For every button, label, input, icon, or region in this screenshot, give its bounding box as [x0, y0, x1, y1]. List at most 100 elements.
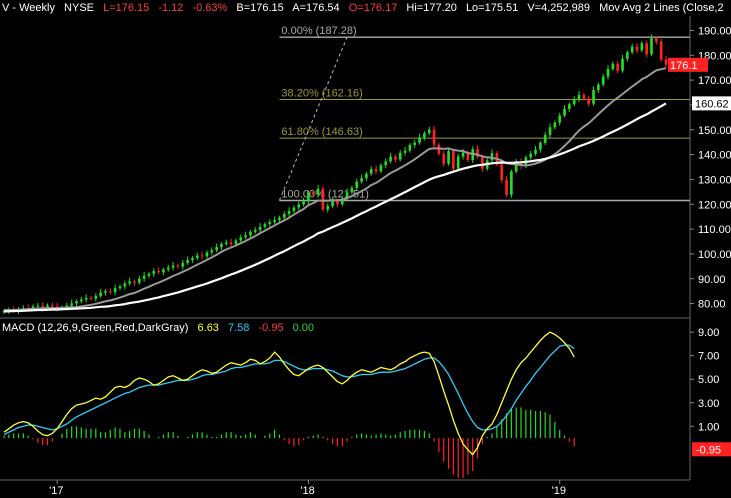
macd-histogram — [3, 407, 575, 479]
macd-tick-label: 1.00 — [698, 421, 719, 433]
symbol-label: V - Weekly — [2, 2, 55, 14]
candle-body — [50, 305, 54, 307]
candle-body — [331, 201, 334, 206]
candle-body — [476, 149, 479, 157]
macd-value: 6.63 — [197, 322, 219, 334]
fib-label: 38.20% (162.16) — [281, 88, 362, 100]
bid-price: B=176.15 — [236, 2, 284, 14]
zero-value: 0.00 — [292, 322, 315, 334]
candle-body — [258, 226, 262, 231]
volume: V=4,252,989 — [527, 2, 591, 14]
candle-body — [355, 181, 359, 188]
candle-body — [374, 169, 378, 172]
candle-body — [519, 161, 523, 167]
candle-body — [191, 258, 194, 261]
candle-body — [2, 311, 6, 313]
candle-body — [403, 150, 407, 153]
candle-body — [152, 271, 156, 274]
price-tick-label: 150.00 — [698, 125, 731, 137]
last-price-label: 176.1 — [670, 60, 698, 72]
candle-body — [326, 205, 330, 210]
candle-body — [452, 151, 455, 169]
candle-body — [427, 129, 431, 134]
quote-header: V - Weekly NYSE L=176.15 -1.12 -0.63% B=… — [2, 2, 730, 14]
x-tick-label: '19 — [552, 485, 566, 497]
ma-price-label: 160.62 — [695, 98, 729, 110]
candle-body — [534, 149, 537, 154]
candle-body — [616, 63, 620, 71]
candle-body — [113, 288, 117, 293]
candle-body — [79, 299, 83, 302]
candle-body — [166, 267, 170, 270]
candle-body — [350, 187, 354, 193]
candle-body — [41, 305, 44, 308]
price-tick-label: 90.00 — [698, 274, 726, 286]
candle-body — [31, 306, 35, 309]
candle-body — [46, 305, 49, 308]
candle-body — [394, 156, 397, 160]
candle-body — [490, 153, 494, 161]
last-price: L=176.15 — [103, 2, 150, 14]
candle-body — [142, 275, 146, 279]
candle-body — [75, 301, 78, 304]
price-tick-label: 140.00 — [698, 150, 731, 162]
candle-body — [582, 94, 586, 99]
candle-body — [655, 38, 658, 42]
candle-body — [220, 243, 223, 248]
candle-body — [118, 286, 122, 289]
signal-value: 7.58 — [228, 322, 250, 334]
candle-body — [65, 305, 69, 308]
candle-body — [263, 224, 267, 227]
candle-body — [282, 213, 286, 218]
ma-price-box — [692, 96, 731, 111]
candle-body — [398, 152, 402, 160]
candle-body — [442, 153, 446, 164]
candle-body — [611, 63, 615, 69]
candle-body — [543, 134, 547, 143]
candle-body — [249, 231, 252, 236]
candle-body — [389, 156, 392, 162]
ma-slow-line — [3, 102, 667, 313]
signal-line — [3, 344, 575, 436]
candle-body — [137, 278, 141, 283]
x-tick-label: '18 — [300, 485, 314, 497]
candle-body — [413, 142, 417, 145]
macd-tick-label: 7.00 — [698, 351, 719, 363]
candle-body — [181, 262, 185, 267]
candle-body — [229, 242, 233, 245]
candle-body — [640, 43, 644, 51]
candle-body — [287, 210, 291, 214]
candle-body — [621, 58, 624, 71]
exchange-label: NYSE — [64, 2, 95, 14]
candle-body — [365, 173, 368, 179]
candle-body — [650, 38, 653, 55]
candle-body — [186, 260, 189, 263]
candle-body — [447, 151, 450, 164]
candle-body — [664, 59, 668, 65]
candle-body — [606, 68, 610, 77]
candle-body — [321, 188, 325, 210]
candle-body — [597, 84, 600, 91]
candle-body — [572, 98, 576, 105]
high-price: Hi=177.20 — [406, 2, 457, 14]
candle-body — [36, 305, 40, 307]
price-tick-label: 190.00 — [698, 25, 731, 37]
candle-body — [558, 115, 562, 123]
price-tick-label: 80.00 — [698, 299, 726, 311]
candle-body — [500, 164, 504, 180]
candle-body — [108, 291, 112, 293]
candles — [2, 34, 668, 315]
candle-body — [200, 255, 204, 257]
candle-body — [128, 281, 131, 284]
candle-body — [601, 76, 605, 85]
fib-label: 61.80% (146.63) — [281, 126, 362, 138]
candle-body — [626, 52, 629, 59]
candle-body — [645, 43, 649, 55]
candle-body — [123, 283, 127, 287]
histogram-value: -0.95 — [258, 322, 284, 334]
candle-body — [577, 94, 581, 99]
candle-body — [360, 178, 363, 182]
price-tick-label: 120.00 — [698, 199, 731, 211]
candle-body — [461, 152, 465, 157]
